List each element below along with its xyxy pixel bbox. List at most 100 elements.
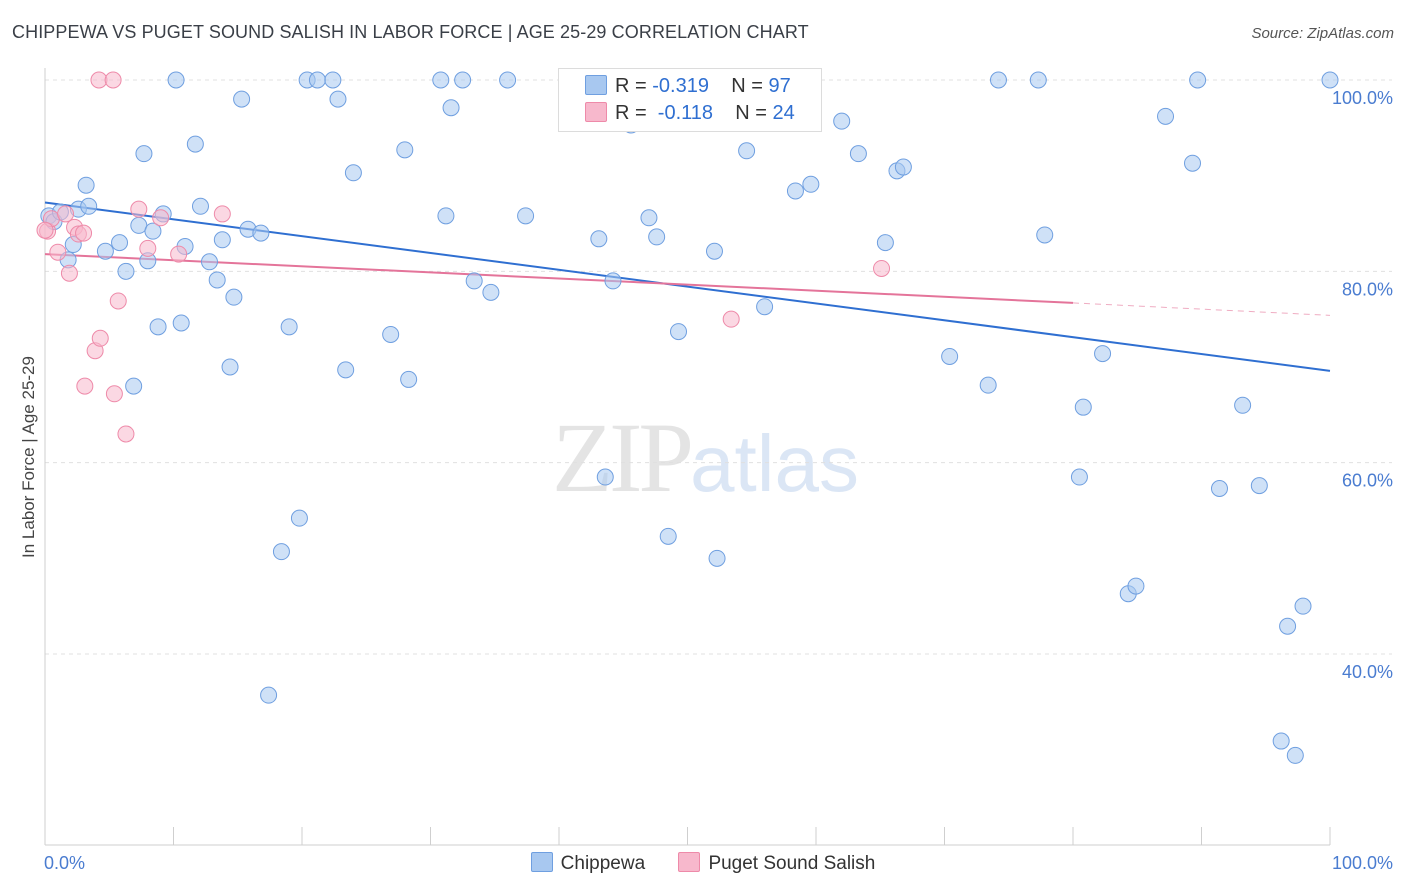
puget-sound-salish-trend-line (44, 253, 1074, 304)
legend-item-chippewa[interactable]: Chippewa (530, 852, 646, 875)
chippewa-point (308, 71, 326, 89)
chippewa-swatch (585, 75, 607, 95)
r-value: -0.319 (652, 75, 709, 97)
chippewa-point (833, 112, 851, 130)
chippewa-point (77, 176, 95, 194)
chippewa-point (337, 361, 355, 379)
chippewa-point (1321, 71, 1339, 89)
puget-sound-salish-point (90, 71, 108, 89)
chippewa-point (604, 272, 622, 290)
chippewa-point (200, 253, 218, 271)
x-tick-label: 0.0% (44, 853, 85, 873)
n-value: 24 (772, 102, 795, 124)
chippewa-point (1029, 71, 1047, 89)
chippewa-trend-line (44, 201, 1331, 372)
chippewa-point (96, 242, 114, 260)
puget-sound-salish-point (104, 71, 122, 89)
chippewa-point (233, 90, 251, 108)
chippewa-point (1272, 732, 1290, 750)
tick-labels: 40.0% 60.0% 80.0% 100.0% 0.0% 100.0% (44, 88, 1393, 873)
chippewa-point (442, 99, 460, 117)
puget-sound-salish-point (49, 243, 67, 261)
chippewa-point (1234, 396, 1252, 414)
trend-lines (44, 201, 1331, 372)
chippewa-point (756, 298, 774, 316)
chippewa-point (130, 216, 148, 234)
chippewa-point (465, 272, 483, 290)
n-label: N = (731, 75, 763, 97)
y-tick-label: 40.0% (1342, 662, 1393, 682)
chippewa-point (517, 207, 535, 225)
chippewa-point (738, 142, 756, 160)
source-label: Source: ZipAtlas.com (1251, 25, 1394, 42)
r-label: R = (615, 102, 647, 124)
axes (44, 68, 1331, 846)
puget-sound-salish-point (873, 259, 891, 277)
chippewa-point (1250, 477, 1268, 495)
chippewa-point (596, 468, 614, 486)
chippewa-point (482, 283, 500, 301)
watermark: ZIPatlas (552, 400, 859, 515)
puget-sound-salish-point (60, 264, 78, 282)
chippewa-point (221, 358, 239, 376)
chippewa-point (260, 686, 278, 704)
chippewa-point (149, 318, 167, 336)
chippewa-point (213, 231, 231, 249)
chippewa-point (396, 141, 414, 159)
chippewa-point (648, 228, 666, 246)
chippewa-point (80, 197, 98, 215)
chippewa-point (208, 271, 226, 289)
legend-label: Chippewa (560, 853, 646, 874)
chippewa-point (1286, 746, 1304, 764)
puget-sound-salish-point (117, 425, 135, 443)
r-value: -0.118 (652, 102, 714, 124)
chippewa-point (280, 318, 298, 336)
chippewa-point (989, 71, 1007, 89)
chippewa-point (640, 209, 658, 227)
chippewa-point (1294, 597, 1312, 615)
chippewa-point (432, 71, 450, 89)
puget-sound-salish-point (139, 239, 157, 257)
chippewa-point (172, 314, 190, 332)
puget-sound-salish-point (75, 224, 93, 242)
data-points (36, 71, 1339, 764)
chippewa-point (186, 135, 204, 153)
chippewa-point (225, 288, 243, 306)
chippewa-point (290, 509, 308, 527)
chippewa-point (659, 527, 677, 545)
watermark-atlas: atlas (690, 419, 859, 508)
y-tick-label: 60.0% (1342, 471, 1393, 491)
x-tick-label: 100.0% (1332, 853, 1393, 873)
n-label: N = (735, 102, 767, 124)
chippewa-point (1184, 154, 1202, 172)
chippewa-point (191, 197, 209, 215)
chippewa-point (344, 164, 362, 182)
chippewa-point (1210, 479, 1228, 497)
chippewa-point (849, 145, 867, 163)
chippewa-point (786, 182, 804, 200)
stats-legend: R = -0.319 N = 97 R = -0.118 N = 24 (558, 68, 822, 132)
y-tick-label: 80.0% (1342, 279, 1393, 299)
chippewa-point (1127, 577, 1145, 595)
chippewa-point (454, 71, 472, 89)
chippewa-point (400, 370, 418, 388)
chippewa-point (437, 207, 455, 225)
watermark-zip: ZIP (552, 402, 694, 513)
chippewa-point (941, 347, 959, 365)
puget-sound-salish-point (105, 385, 123, 403)
chippewa-point (1074, 398, 1092, 416)
chippewa-point (802, 175, 820, 193)
legend-label: Puget Sound Salish (708, 853, 876, 874)
chippewa-point (135, 145, 153, 163)
chippewa-point (876, 234, 894, 252)
y-axis-label: In Labor Force | Age 25-29 (19, 356, 38, 558)
chippewa-point (1094, 345, 1112, 363)
legend-item-puget-sound-salish[interactable]: Puget Sound Salish (678, 852, 875, 875)
series-legend: Chippewa Puget Sound Salish (0, 852, 1406, 875)
puget-sound-salish-point (130, 200, 148, 218)
puget-sound-salish-point (213, 205, 231, 223)
chippewa-point (117, 262, 135, 280)
chippewa-point (894, 158, 912, 176)
chippewa-point (382, 325, 400, 343)
